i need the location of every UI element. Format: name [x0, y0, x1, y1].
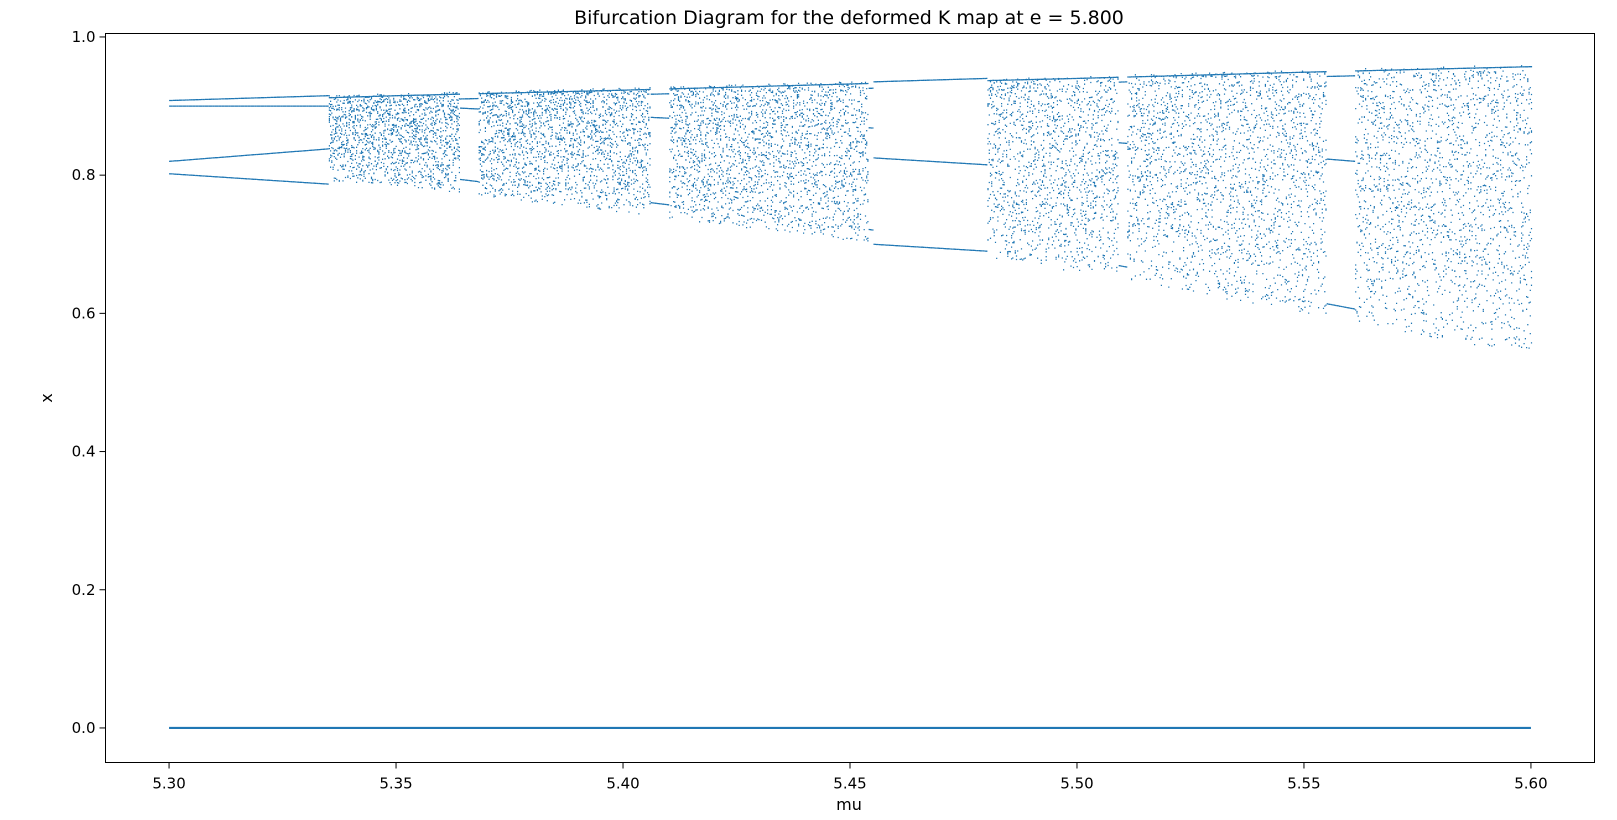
x-tick-label: 5.30: [152, 775, 185, 793]
x-tick-label: 5.50: [1060, 775, 1093, 793]
x-tick-label: 5.45: [833, 775, 866, 793]
x-axis: 5.30 5.35 5.40 5.45 5.50 5.55 5.60: [152, 762, 1548, 793]
x-tick-label: 5.55: [1287, 775, 1320, 793]
y-tick-label: 0.8: [72, 166, 96, 184]
x-tick-label: 5.40: [606, 775, 639, 793]
y-tick-label: 1.0: [72, 28, 96, 46]
scatter-points: [169, 65, 1533, 730]
y-axis-label: x: [37, 393, 56, 402]
y-tick-label: 0.4: [72, 443, 96, 461]
y-axis: 0.0 0.2 0.4 0.6 0.8 1.0: [72, 28, 106, 737]
scatter-point-cloud: [169, 65, 1533, 349]
y-tick-label: 0.6: [72, 304, 96, 322]
x-tick-label: 5.35: [379, 775, 412, 793]
x-axis-label: mu: [836, 795, 862, 814]
chart-title: Bifurcation Diagram for the deformed K m…: [574, 7, 1124, 29]
x-tick-label: 5.60: [1514, 775, 1547, 793]
y-tick-label: 0.2: [72, 581, 96, 599]
y-tick-label: 0.0: [72, 719, 96, 737]
